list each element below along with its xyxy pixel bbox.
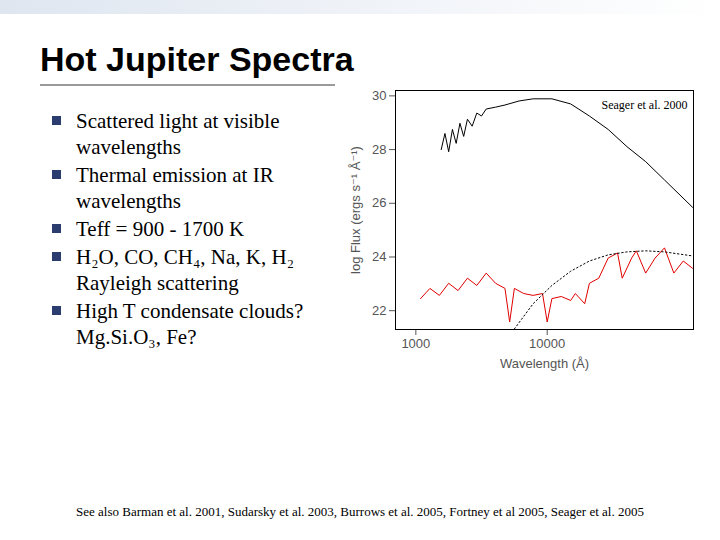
html-text:Scattered light at visible wav: Scattered light at visible wavelengths bbox=[76, 109, 280, 159]
svg-text:log Flux (ergs s⁻¹ Å⁻¹): log Flux (ergs s⁻¹ Å⁻¹) bbox=[348, 146, 363, 274]
svg-text:Wavelength (Å): Wavelength (Å) bbox=[500, 356, 589, 371]
svg-text:10000: 10000 bbox=[529, 336, 565, 351]
svg-text:22: 22 bbox=[372, 303, 386, 318]
html-text:Teff = 900 - 1700 K: Teff = 900 - 1700 K bbox=[76, 217, 244, 241]
html-text:Hot Jupiter Spectra: Hot Jupiter Spectra bbox=[40, 40, 354, 78]
svg-text:Seager et al. 2000: Seager et al. 2000 bbox=[602, 98, 688, 112]
svg-text:24: 24 bbox=[372, 249, 386, 264]
svg-text:1000: 1000 bbox=[401, 336, 430, 351]
html-text:See also Barman et al. 2001, S: See also Barman et al. 2001, Sudarsky et… bbox=[76, 504, 644, 519]
svg-text:28: 28 bbox=[372, 142, 386, 157]
html-text:Thermal emission at IR wavelen: Thermal emission at IR wavelengths bbox=[76, 163, 274, 213]
svg-text:30: 30 bbox=[372, 88, 386, 103]
html-text:High T condensate clouds? Mg.S: High T condensate clouds? Mg.Si.O₃, Fe? bbox=[76, 299, 304, 349]
svg-text:26: 26 bbox=[372, 195, 386, 210]
html-text:H₂O, CO, CH₄, Na, K, H₂ Raylei: H₂O, CO, CH₄, Na, K, H₂ Rayleigh scatter… bbox=[76, 245, 294, 295]
